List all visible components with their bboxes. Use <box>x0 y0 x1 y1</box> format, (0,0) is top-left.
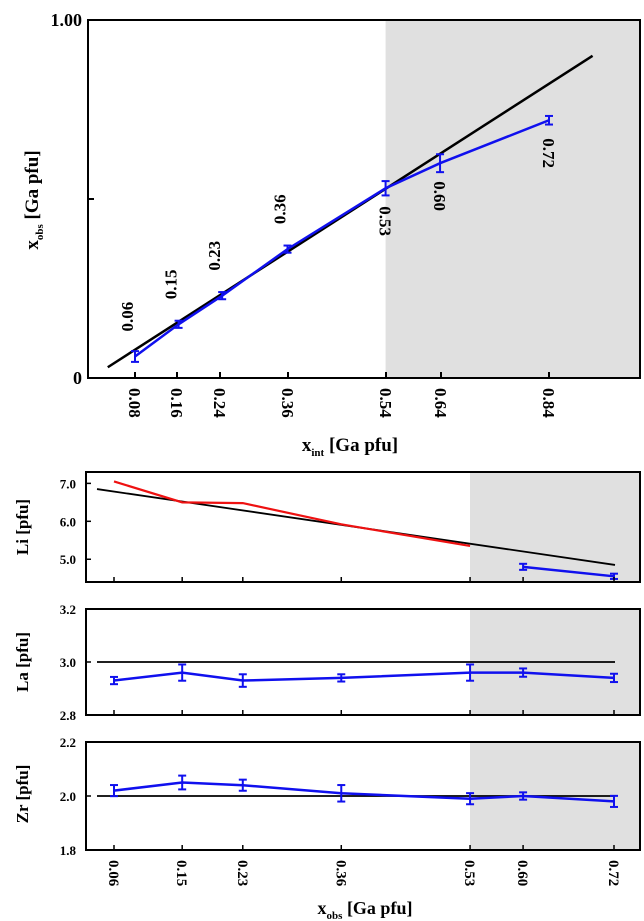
y-axis-label: Li [pfu] <box>13 499 32 555</box>
point-label: 0.53 <box>376 206 395 236</box>
panel-ga-observed-vs-intended: 1.00 0 0.08 0.16 0.24 0.36 0.54 0.64 0.84 0.06 0.1… <box>22 10 641 459</box>
y-axis-label: xobs [Ga pfu] <box>22 150 46 249</box>
calculated-li-line <box>113 480 471 548</box>
point-label: 0.06 <box>118 302 137 332</box>
x-tick-label: 0.16 <box>167 388 186 418</box>
x-tick-label: 0.23 <box>234 860 250 886</box>
point-label: 0.23 <box>205 241 224 271</box>
y-tick-label: 1.8 <box>60 843 77 858</box>
panel-li: 7.0 6.0 5.0 Li [pfu] <box>13 471 641 583</box>
x-tick-label: 0.72 <box>605 860 621 886</box>
plot-frame <box>85 471 641 583</box>
x-tick-label: 0.84 <box>539 388 558 418</box>
x-tick-label: 0.64 <box>431 388 450 418</box>
y-tick-label: 2.0 <box>60 789 76 804</box>
point-label: 0.72 <box>539 138 558 168</box>
panel-la: 3.2 3.0 2.8 La [pfu] <box>13 602 641 723</box>
observed-series-line <box>522 565 615 578</box>
point-label: 0.60 <box>430 181 449 211</box>
x-tick-label: 0.24 <box>210 388 229 418</box>
x-tick-label: 0.08 <box>125 388 144 418</box>
x-tick-label: 0.15 <box>173 860 189 886</box>
point-label: 0.36 <box>271 194 290 224</box>
y-tick-label: 3.2 <box>60 602 76 617</box>
y-tick-label: 5.0 <box>60 552 76 567</box>
x-tick-label: 0.06 <box>105 860 121 887</box>
x-axis-label: xobs [Ga pfu] <box>318 898 413 921</box>
y-tick-label: 6.0 <box>60 514 76 529</box>
y-tick-label: 2.2 <box>60 735 76 750</box>
x-tick-label: 0.54 <box>376 388 395 418</box>
y-tick-label: 1.00 <box>51 10 83 30</box>
x-tick-label: 0.60 <box>514 860 530 886</box>
point-label: 0.15 <box>162 270 181 300</box>
y-tick-label: 2.8 <box>60 708 77 723</box>
y-tick-label: 7.0 <box>60 476 76 491</box>
x-tick-label: 0.36 <box>332 860 348 887</box>
shaded-region <box>385 20 640 378</box>
y-tick-label: 3.0 <box>60 655 76 670</box>
y-tick-label: 0 <box>73 368 82 388</box>
y-axis-label: La [pfu] <box>13 632 32 692</box>
panel-zr: 2.2 2.0 1.8 0.06 0.15 0.23 0.36 0.53 0.60 0.72 Zr… <box>13 735 641 921</box>
y-axis-label: Zr [pfu] <box>13 765 32 824</box>
x-axis-label: xint [Ga pfu] <box>302 435 398 459</box>
x-tick-label: 0.36 <box>278 388 297 418</box>
x-tick-label: 0.53 <box>461 860 477 886</box>
